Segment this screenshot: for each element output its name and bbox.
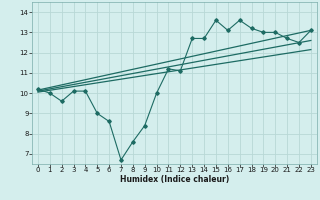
X-axis label: Humidex (Indice chaleur): Humidex (Indice chaleur) [120,175,229,184]
